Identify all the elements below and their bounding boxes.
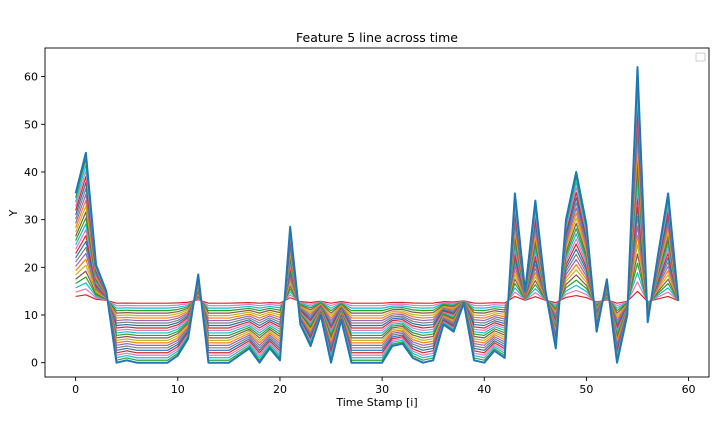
series-line	[75, 122, 679, 349]
series-line	[75, 206, 679, 327]
plot-layer	[74, 66, 680, 364]
series-line	[75, 197, 679, 329]
x-tick-label: 50	[579, 383, 593, 396]
series-line	[75, 150, 679, 341]
series-line	[75, 234, 679, 319]
x-tick-label: 20	[273, 383, 287, 396]
x-tick-label: 0	[72, 383, 79, 396]
series-line	[75, 281, 679, 307]
x-tick-label: 60	[682, 383, 696, 396]
x-axis-label: Time Stamp [i]	[335, 396, 417, 409]
x-tick-label: 30	[375, 383, 389, 396]
y-tick-label: 30	[24, 214, 38, 227]
series-line	[75, 216, 679, 324]
series-line	[75, 290, 679, 304]
series-line	[75, 178, 679, 334]
y-tick-label: 10	[24, 309, 38, 322]
series-line	[75, 187, 679, 332]
chart-title: Feature 5 line across time	[296, 30, 458, 45]
y-tick-label: 0	[31, 357, 38, 370]
y-tick-label: 40	[24, 166, 38, 179]
series-line	[75, 169, 679, 337]
x-tick-label: 10	[171, 383, 185, 396]
x-tick-label: 40	[477, 383, 491, 396]
series-line	[75, 159, 679, 339]
series-line	[75, 85, 679, 359]
y-axis-label: Y	[7, 209, 20, 217]
axes-frame	[44, 47, 710, 378]
legend-box	[695, 52, 706, 62]
series-line	[75, 253, 679, 314]
y-tick-label: 20	[24, 261, 38, 274]
series-line	[75, 131, 679, 346]
series-line	[75, 113, 679, 351]
y-tick-label: 50	[24, 118, 38, 131]
series-line	[75, 272, 679, 309]
axes-layer: 0 10 20 30 40 50 60 0 10 20 30 40 50 60	[24, 47, 710, 396]
series-line	[75, 225, 679, 322]
series-line	[75, 103, 679, 354]
series-line	[75, 94, 679, 356]
series-line	[74, 66, 680, 364]
series-line	[75, 244, 679, 317]
series-line	[75, 141, 679, 344]
series-line	[75, 262, 679, 312]
y-tick-label: 60	[24, 71, 38, 84]
